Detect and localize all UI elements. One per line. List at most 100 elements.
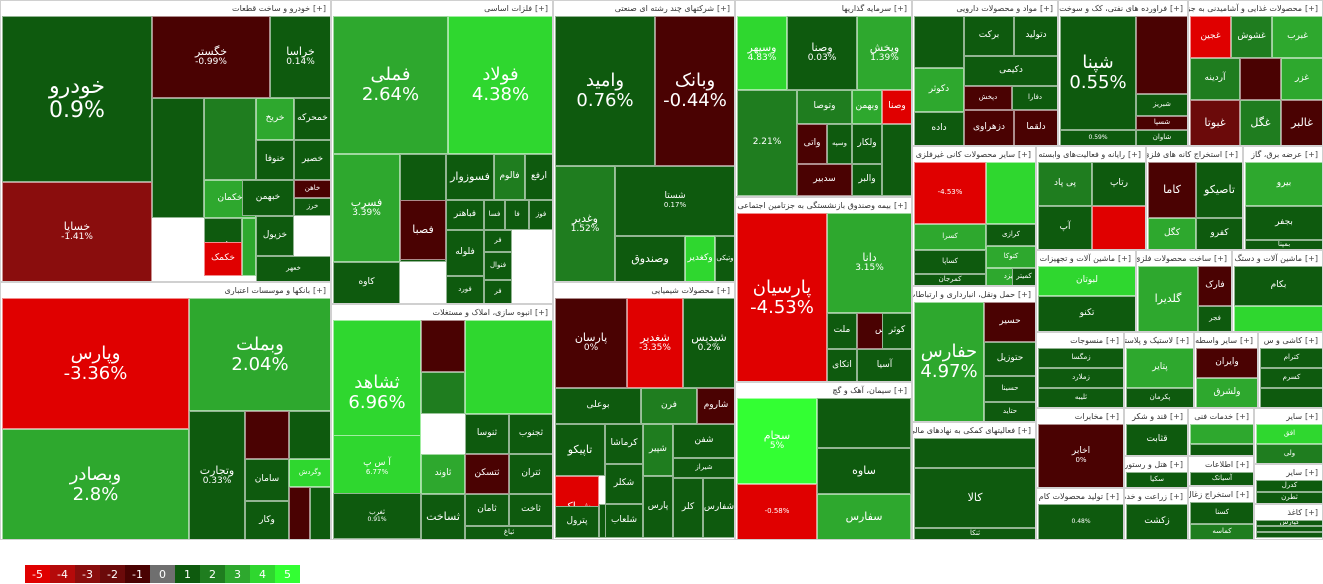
sector-expand-toggle[interactable]: [+]: [1170, 411, 1183, 421]
stock-tile[interactable]: ثتسکن: [465, 454, 509, 494]
stock-tile[interactable]: دتولید: [1014, 16, 1057, 56]
stock-tile[interactable]: داده: [914, 112, 964, 145]
stock-tile[interactable]: آپ: [1038, 206, 1092, 249]
stock-tile[interactable]: پارسان 0%: [555, 298, 627, 388]
sector-expand-toggle[interactable]: [+]: [1305, 253, 1318, 263]
stock-tile[interactable]: کترام: [1260, 348, 1322, 368]
stock-tile[interactable]: اخابر 0%: [1038, 424, 1123, 487]
stock-tile[interactable]: والبر: [852, 164, 882, 196]
stock-tile[interactable]: حسینا: [984, 376, 1035, 402]
stock-tile[interactable]: حسیر: [984, 302, 1035, 342]
stock-tile[interactable]: شفن: [673, 424, 734, 458]
stock-tile[interactable]: شپنا 0.55%: [1060, 16, 1136, 130]
stock-tile[interactable]: کاوه: [333, 262, 400, 303]
stock-tile[interactable]: خساپا -1.41%: [2, 182, 152, 281]
stock-tile[interactable]: کتوکا: [986, 246, 1035, 268]
stock-tile[interactable]: کگل: [1148, 218, 1196, 249]
sector-expand-toggle[interactable]: [+]: [1170, 491, 1183, 501]
stock-tile[interactable]: شاروم: [697, 388, 734, 424]
sector-expand-toggle[interactable]: [+]: [1225, 149, 1238, 159]
stock-tile[interactable]: خریخ: [256, 98, 294, 140]
sector-expand-toggle[interactable]: [+]: [1018, 149, 1031, 159]
sector-expand-toggle[interactable]: [+]: [535, 307, 548, 317]
stock-tile[interactable]: شیراز: [673, 458, 734, 478]
stock-tile[interactable]: شلعاب: [605, 504, 643, 538]
stock-tile[interactable]: [421, 372, 465, 414]
stock-tile[interactable]: خنوفا: [256, 140, 294, 180]
stock-tile[interactable]: شبریز: [1136, 94, 1187, 116]
stock-tile[interactable]: پترول: [555, 506, 599, 538]
stock-tile[interactable]: اتکای: [827, 349, 857, 381]
stock-tile[interactable]: غالبر: [1281, 100, 1322, 145]
stock-tile[interactable]: فجر: [1198, 306, 1231, 331]
stock-tile[interactable]: دپخش: [964, 86, 1012, 110]
sector-expand-toggle[interactable]: [+]: [313, 285, 326, 295]
stock-tile[interactable]: وغدیر 1.52%: [555, 166, 615, 281]
stock-tile[interactable]: خصیر: [294, 140, 330, 180]
stock-tile[interactable]: [882, 124, 911, 196]
stock-tile[interactable]: فا: [505, 200, 529, 230]
stock-tile[interactable]: کرازی: [986, 224, 1035, 246]
stock-tile[interactable]: سامان: [245, 459, 289, 501]
stock-tile[interactable]: افق: [1256, 424, 1322, 444]
stock-tile[interactable]: زکشت: [1126, 504, 1187, 539]
stock-tile[interactable]: تاپیکو: [555, 424, 605, 476]
stock-tile[interactable]: شاوان: [1136, 130, 1187, 145]
stock-tile[interactable]: کوثر: [882, 313, 911, 349]
sector-expand-toggle[interactable]: [+]: [1176, 335, 1189, 345]
stock-tile[interactable]: شپدیس 0.2%: [683, 298, 734, 388]
stock-tile[interactable]: [986, 162, 1035, 224]
stock-tile[interactable]: آسیاتک: [1190, 472, 1253, 485]
stock-tile[interactable]: وپخش 1.39%: [857, 16, 911, 90]
stock-tile[interactable]: قثابت: [1126, 424, 1187, 455]
stock-tile[interactable]: وکار: [245, 501, 289, 539]
stock-tile[interactable]: حتوزیل: [984, 342, 1035, 376]
stock-tile[interactable]: 2.21%: [737, 90, 797, 196]
stock-tile[interactable]: وکغدیر: [685, 236, 715, 281]
stock-tile[interactable]: خراسا 0.14%: [270, 16, 330, 98]
stock-tile[interactable]: فوز: [529, 200, 552, 230]
stock-tile[interactable]: فر: [484, 280, 512, 303]
stock-tile[interactable]: غبرب: [1272, 16, 1322, 58]
sector-expand-toggle[interactable]: [+]: [1118, 253, 1131, 263]
stock-tile[interactable]: شستا 0.17%: [615, 166, 734, 236]
stock-tile[interactable]: سدبیر: [797, 164, 852, 196]
stock-tile[interactable]: گلدیرا: [1138, 266, 1198, 331]
stock-tile[interactable]: خمحرکه: [294, 98, 330, 140]
stock-tile[interactable]: خعهر: [256, 256, 330, 281]
stock-tile[interactable]: واتی: [797, 124, 827, 164]
stock-tile[interactable]: وسپه: [827, 124, 852, 164]
stock-tile[interactable]: حفارس 4.97%: [914, 302, 984, 421]
sector-expand-toggle[interactable]: [+]: [1170, 459, 1183, 469]
stock-tile[interactable]: پتایر: [1126, 348, 1193, 388]
stock-tile[interactable]: وتوصا: [797, 90, 852, 124]
sector-expand-toggle[interactable]: [+]: [1106, 491, 1119, 501]
stock-tile[interactable]: شفارس: [703, 478, 734, 538]
stock-tile[interactable]: ثباغ: [465, 526, 552, 539]
stock-tile[interactable]: برکت: [964, 16, 1014, 56]
stock-tile[interactable]: فارک: [1198, 266, 1231, 306]
stock-tile[interactable]: کالا: [914, 468, 1035, 528]
sector-expand-toggle[interactable]: [+]: [1236, 459, 1249, 469]
stock-tile[interactable]: وایران: [1196, 348, 1257, 378]
sector-expand-toggle[interactable]: [+]: [1305, 3, 1318, 13]
stock-tile[interactable]: فولاد 4.38%: [448, 16, 552, 154]
stock-tile[interactable]: کسرا: [914, 224, 986, 250]
stock-tile[interactable]: [1190, 444, 1253, 455]
sector-expand-toggle[interactable]: [+]: [1018, 425, 1031, 435]
stock-tile[interactable]: تکنو: [1038, 296, 1135, 331]
stock-tile[interactable]: آ س پ 6.77%: [333, 435, 421, 500]
stock-tile[interactable]: غزر: [1281, 58, 1322, 100]
stock-tile[interactable]: دلقما: [1014, 110, 1057, 145]
stock-tile[interactable]: خکمک: [204, 242, 242, 276]
stock-tile[interactable]: وتجارت 0.33%: [189, 411, 245, 539]
stock-tile[interactable]: کساپا: [914, 250, 986, 274]
stock-tile[interactable]: غشوش: [1231, 16, 1272, 58]
stock-tile[interactable]: وپارس -3.36%: [2, 298, 189, 429]
stock-tile[interactable]: وصندوق: [615, 236, 685, 281]
stock-tile[interactable]: فملی 2.64%: [333, 16, 448, 154]
stock-tile[interactable]: شپیر: [643, 424, 673, 476]
stock-tile[interactable]: زمگسا: [1038, 348, 1123, 368]
stock-tile[interactable]: ثطرن: [1256, 492, 1322, 503]
stock-tile[interactable]: کپارس: [1256, 520, 1322, 526]
